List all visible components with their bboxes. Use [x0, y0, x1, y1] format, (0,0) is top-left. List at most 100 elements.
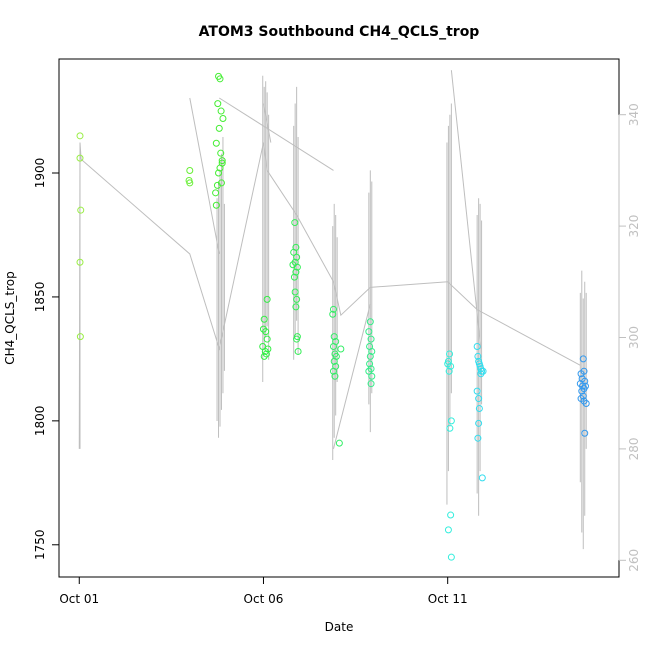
data-point	[580, 367, 588, 375]
y-tick-label: 1800	[33, 406, 47, 437]
data-point	[186, 167, 194, 175]
secondary-connector	[332, 303, 371, 450]
data-point	[366, 352, 374, 360]
data-point	[262, 350, 270, 358]
points-layer	[76, 72, 590, 561]
y2-tick-label: 300	[627, 326, 641, 349]
data-point	[262, 328, 270, 336]
data-point	[260, 315, 268, 323]
data-point	[474, 352, 482, 360]
secondary-line-layer	[78, 70, 587, 550]
data-point	[578, 387, 586, 395]
data-point	[447, 417, 455, 425]
data-point	[217, 149, 225, 157]
data-point	[473, 343, 481, 351]
data-point	[214, 100, 222, 108]
data-point	[293, 295, 301, 303]
chart-title: ATOM3 Southbound CH4_QCLS_trop	[199, 24, 480, 40]
data-point	[294, 347, 302, 355]
data-point	[219, 114, 227, 122]
data-point	[291, 288, 299, 296]
data-point	[293, 263, 301, 271]
data-point	[335, 439, 343, 447]
data-point	[263, 295, 271, 303]
data-point	[337, 345, 345, 353]
data-point	[77, 206, 85, 214]
data-point	[478, 474, 486, 482]
data-point	[445, 367, 453, 375]
data-point	[293, 335, 301, 343]
data-point	[293, 253, 301, 261]
data-point	[474, 434, 482, 442]
data-point	[329, 305, 337, 313]
secondary-connector	[218, 97, 334, 171]
data-point	[186, 179, 194, 187]
y-tick-label: 1750	[33, 530, 47, 561]
data-point	[215, 169, 223, 177]
y-tick-label: 1900	[33, 158, 47, 189]
data-point	[330, 333, 338, 341]
data-point	[217, 107, 225, 115]
secondary-connector	[189, 97, 220, 255]
x-tick-label: Oct 01	[59, 592, 99, 606]
data-point	[216, 164, 224, 172]
data-point	[76, 132, 84, 140]
data-point	[264, 345, 272, 353]
secondary-line	[78, 142, 581, 449]
data-point	[76, 333, 84, 341]
secondary-connector	[262, 103, 272, 143]
data-point	[475, 404, 483, 412]
data-point	[581, 429, 589, 437]
data-point	[475, 395, 483, 403]
y2-tick-label: 260	[627, 549, 641, 572]
data-point	[447, 511, 455, 519]
data-point	[218, 157, 226, 165]
data-point	[367, 380, 375, 388]
axes-layer: Oct 01 Oct 06 Oct 11 1750 1800 1850 1900 260 280…	[33, 103, 641, 606]
data-point	[329, 367, 337, 375]
data-point	[215, 124, 223, 132]
data-point	[368, 347, 376, 355]
y-axis-label: CH4_QCLS_trop	[3, 271, 17, 365]
data-point	[444, 526, 452, 534]
data-point	[366, 318, 374, 326]
data-point	[292, 303, 300, 311]
data-point	[290, 273, 298, 281]
x-tick-label: Oct 11	[428, 592, 468, 606]
data-point	[329, 310, 337, 318]
data-point	[367, 335, 375, 343]
x-axis-label: Date	[325, 620, 354, 634]
data-point	[366, 360, 374, 368]
secondary-connector	[450, 70, 482, 349]
data-point	[329, 343, 337, 351]
data-point	[446, 424, 454, 432]
data-point	[368, 372, 376, 380]
y2-tick-label: 280	[627, 437, 641, 460]
data-point	[475, 419, 483, 427]
data-point	[212, 139, 220, 147]
data-point	[365, 328, 373, 336]
data-point	[263, 335, 271, 343]
data-point	[331, 372, 339, 380]
data-point	[212, 189, 220, 197]
y2-tick-label: 340	[627, 103, 641, 126]
data-point	[477, 370, 485, 378]
data-point	[217, 179, 225, 187]
data-point	[292, 268, 300, 276]
data-point	[582, 400, 590, 408]
data-point	[76, 258, 84, 266]
y2-tick-label: 320	[627, 215, 641, 238]
data-point	[290, 248, 298, 256]
data-point	[473, 387, 481, 395]
data-point	[291, 219, 299, 227]
data-point	[212, 201, 220, 209]
data-point	[447, 553, 455, 561]
data-point	[446, 350, 454, 358]
data-point	[330, 357, 338, 365]
data-point	[365, 367, 373, 375]
data-point	[447, 362, 455, 370]
data-point	[579, 355, 587, 363]
data-point	[216, 75, 224, 83]
data-point	[76, 154, 84, 162]
